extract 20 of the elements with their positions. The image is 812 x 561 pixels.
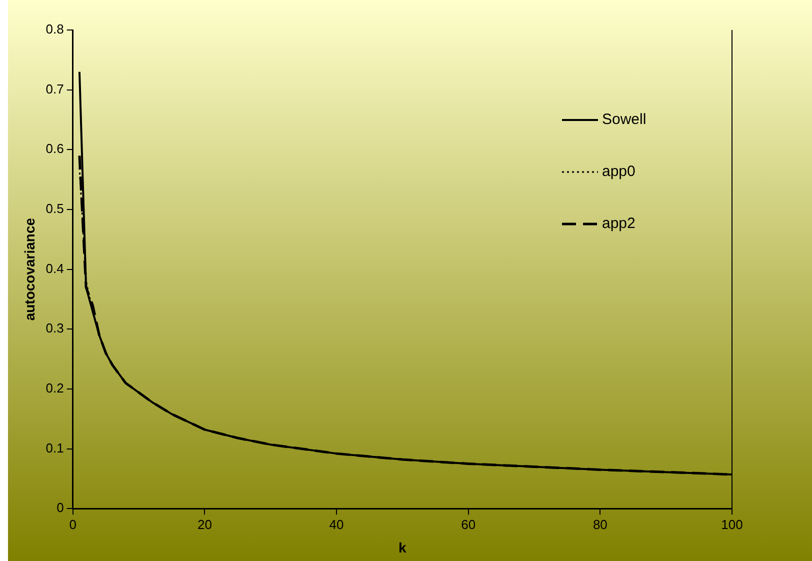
y-tick-label: 0.7 [46,81,64,96]
y-tick-label: 0.3 [46,320,64,336]
x-tick-label: 20 [197,516,212,532]
y-tick-label: 0.2 [46,380,64,396]
y-tick-label: 0.1 [46,440,64,456]
legend-label: Sowell [602,111,646,128]
x-tick-label: 80 [592,516,608,532]
y-tick-label: 0.8 [46,22,64,37]
y-axis-title: autocovariance [21,218,38,321]
x-tick-label: 60 [461,516,476,532]
x-axis-title: k [398,539,407,556]
legend-label: app0 [602,163,636,180]
y-tick-label: 0.5 [46,201,64,216]
legend-label: app2 [602,215,636,232]
y-tick-label: 0 [56,500,64,516]
x-tick-label: 40 [329,516,344,532]
x-tick-label: 0 [69,516,76,532]
y-tick-label: 0.6 [46,141,64,156]
x-tick-label: 100 [721,516,743,532]
y-tick-label: 0.4 [46,260,64,276]
